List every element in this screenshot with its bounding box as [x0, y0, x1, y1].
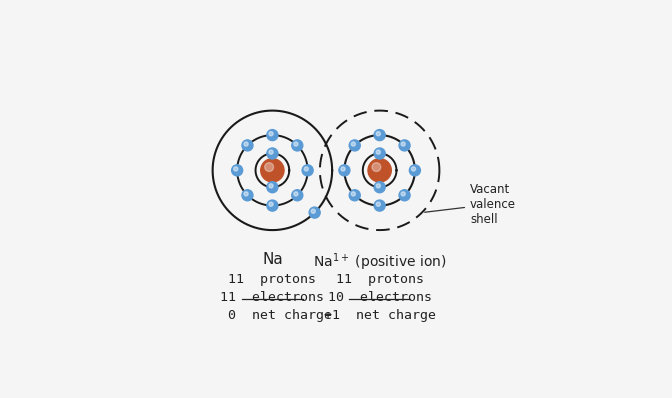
Circle shape — [374, 200, 385, 211]
Circle shape — [309, 207, 320, 218]
Circle shape — [261, 159, 284, 182]
Circle shape — [269, 150, 273, 154]
Text: Vacant
valence
shell: Vacant valence shell — [425, 183, 516, 226]
Circle shape — [302, 165, 313, 176]
Circle shape — [349, 140, 360, 151]
Circle shape — [267, 181, 278, 193]
Circle shape — [267, 130, 278, 140]
Text: 0  net charge: 0 net charge — [212, 308, 333, 322]
Circle shape — [401, 142, 405, 146]
Text: 11  electrons: 11 electrons — [220, 291, 325, 304]
Text: 10  electrons: 10 electrons — [328, 291, 431, 304]
Circle shape — [351, 192, 355, 196]
Circle shape — [267, 200, 278, 211]
Circle shape — [269, 202, 273, 206]
Circle shape — [265, 163, 274, 172]
Text: Na: Na — [262, 252, 283, 267]
Circle shape — [244, 142, 248, 146]
Circle shape — [368, 159, 391, 182]
Circle shape — [374, 130, 385, 140]
Circle shape — [401, 192, 405, 196]
Circle shape — [399, 190, 410, 201]
Circle shape — [399, 140, 410, 151]
Circle shape — [304, 167, 308, 171]
Circle shape — [292, 190, 303, 201]
Circle shape — [374, 181, 385, 193]
Circle shape — [372, 163, 381, 172]
Circle shape — [376, 132, 380, 136]
Text: 11  protons: 11 protons — [228, 273, 317, 286]
Circle shape — [376, 150, 380, 154]
Circle shape — [411, 167, 415, 171]
Circle shape — [409, 165, 421, 176]
Circle shape — [269, 132, 273, 136]
Circle shape — [341, 167, 345, 171]
Circle shape — [294, 192, 298, 196]
Circle shape — [376, 202, 380, 206]
Circle shape — [376, 184, 380, 188]
Circle shape — [267, 148, 278, 159]
Circle shape — [242, 190, 253, 201]
Circle shape — [351, 142, 355, 146]
Text: Na$^{1+}$ (positive ion): Na$^{1+}$ (positive ion) — [313, 252, 446, 273]
Circle shape — [374, 148, 385, 159]
Circle shape — [349, 190, 360, 201]
Text: +1  net charge: +1 net charge — [324, 308, 435, 322]
Circle shape — [311, 209, 315, 213]
Circle shape — [244, 192, 248, 196]
Circle shape — [339, 165, 350, 176]
Circle shape — [292, 140, 303, 151]
Circle shape — [234, 167, 238, 171]
Circle shape — [242, 140, 253, 151]
Circle shape — [269, 184, 273, 188]
Circle shape — [294, 142, 298, 146]
Circle shape — [232, 165, 243, 176]
Text: 11  protons: 11 protons — [335, 273, 423, 286]
